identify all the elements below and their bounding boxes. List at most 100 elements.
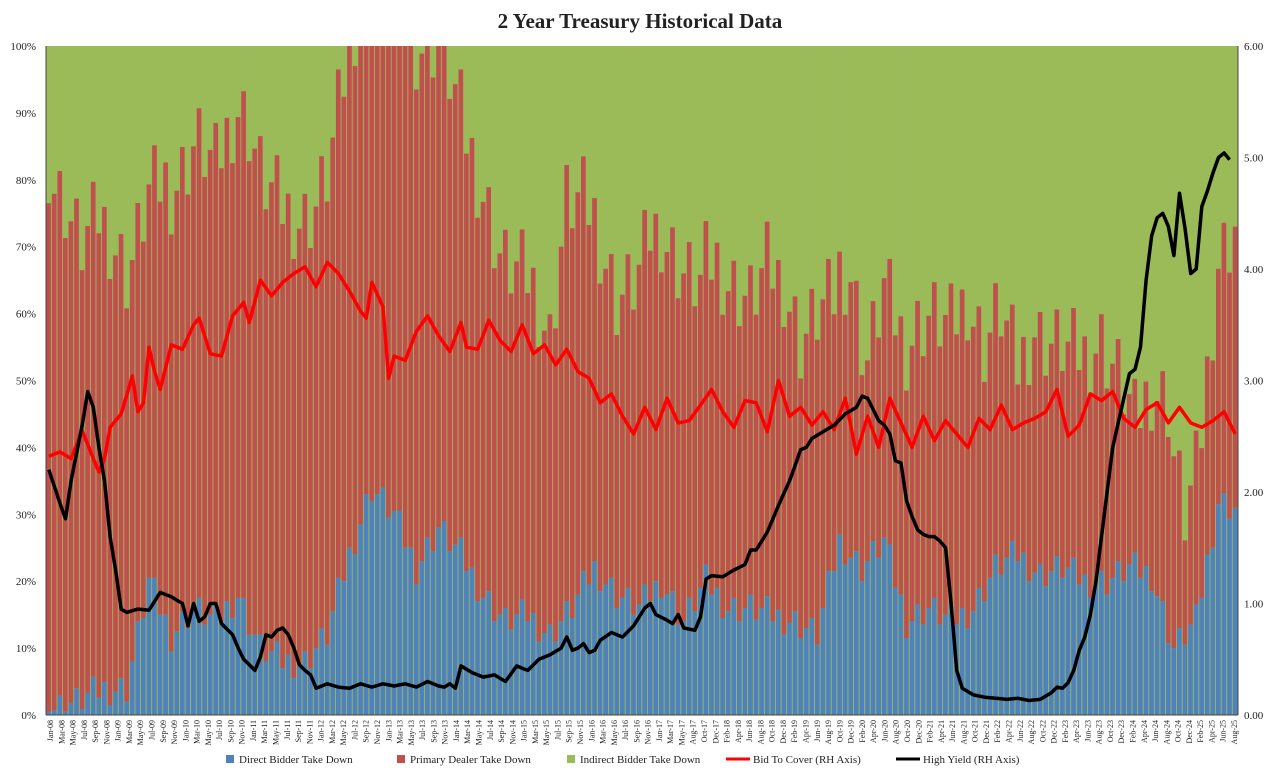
- bar-indirect: [764, 46, 770, 222]
- bar-dealer: [770, 288, 776, 622]
- bar-direct: [870, 541, 876, 715]
- bar-direct: [152, 577, 157, 715]
- bar-indirect: [943, 46, 948, 315]
- bar-dealer: [469, 137, 475, 568]
- bar-dealer: [79, 270, 85, 709]
- x-tick-label: Aug-20: [892, 720, 901, 744]
- bar-direct: [731, 597, 737, 715]
- bar-indirect: [519, 46, 525, 230]
- left-tick-label: 60%: [16, 309, 36, 321]
- bar-direct: [291, 678, 297, 715]
- bar-dealer: [196, 108, 202, 598]
- bar-dealer: [926, 315, 932, 608]
- bar-dealer: [397, 46, 402, 511]
- bar-direct: [79, 708, 85, 715]
- bar-indirect: [1210, 46, 1216, 361]
- bar-direct: [1054, 556, 1060, 715]
- bar-dealer: [1099, 314, 1104, 572]
- legend-swatch: [397, 755, 405, 763]
- bar-indirect: [703, 46, 709, 222]
- x-tick-label: Jun-18: [745, 720, 754, 742]
- bar-direct: [720, 617, 725, 715]
- bar-direct: [90, 676, 96, 715]
- bar-dealer: [129, 260, 135, 662]
- bar-direct: [1099, 571, 1104, 715]
- bar-direct: [497, 614, 503, 715]
- bar-direct: [419, 561, 425, 715]
- bar-direct: [1193, 604, 1199, 715]
- bar-direct: [57, 695, 63, 715]
- bar-dealer: [536, 347, 542, 642]
- bar-dealer: [157, 201, 163, 615]
- bar-dealer: [475, 217, 480, 602]
- bar-indirect: [252, 46, 258, 149]
- x-tick-label: May-15: [542, 720, 551, 745]
- bar-indirect: [887, 46, 893, 259]
- bar-dealer: [1221, 222, 1227, 494]
- bar-dealer: [436, 46, 441, 528]
- bar-indirect: [775, 46, 781, 260]
- x-tick-label: Oct-19: [835, 720, 844, 742]
- bar-indirect: [720, 46, 725, 315]
- bar-indirect: [185, 46, 191, 195]
- bar-dealer: [163, 162, 168, 615]
- bar-indirect: [686, 46, 692, 243]
- bar-dealer: [748, 265, 753, 595]
- x-tick-label: Jun-22: [1016, 720, 1025, 742]
- bar-indirect: [107, 46, 113, 280]
- bar-indirect: [269, 46, 274, 183]
- legend-label: Direct Bidder Take Down: [239, 754, 353, 766]
- x-tick-label: Nov-08: [102, 720, 111, 744]
- bar-indirect: [464, 46, 469, 154]
- bar-direct: [263, 661, 269, 715]
- bar-direct: [1087, 597, 1093, 715]
- bar-direct: [202, 624, 207, 715]
- bar-dealer: [1188, 485, 1193, 625]
- bar-direct: [781, 634, 787, 715]
- bar-direct: [230, 617, 235, 715]
- bar-dealer: [987, 332, 993, 578]
- bar-dealer: [1177, 450, 1182, 629]
- bar-indirect: [1138, 46, 1143, 428]
- bar-dealer: [1087, 392, 1093, 598]
- bar-dealer: [814, 339, 820, 645]
- bar-direct: [480, 597, 486, 715]
- bar-dealer: [335, 69, 341, 578]
- bar-indirect: [1004, 46, 1010, 321]
- bar-dealer: [959, 289, 965, 608]
- bar-indirect: [341, 46, 347, 97]
- bar-dealer: [943, 314, 948, 615]
- bar-direct: [1048, 571, 1054, 715]
- x-tick-label: Aug-23: [1095, 720, 1104, 744]
- bar-indirect: [831, 46, 837, 315]
- bar-direct: [285, 654, 291, 715]
- bar-dealer: [948, 283, 954, 605]
- bar-dealer: [207, 149, 213, 615]
- bar-dealer: [1032, 337, 1037, 573]
- bar-direct: [698, 587, 703, 715]
- bar-dealer: [798, 378, 803, 639]
- bar-direct: [347, 547, 352, 715]
- bar-dealer: [564, 165, 569, 602]
- x-tick-label: Sep-15: [565, 720, 574, 743]
- bar-direct: [670, 591, 675, 715]
- x-tick-label: Mar-11: [260, 720, 269, 744]
- legend-label: Bid To Cover (RH Axis): [753, 754, 861, 766]
- bar-indirect: [553, 46, 558, 329]
- bar-direct: [575, 594, 581, 715]
- bar-indirect: [124, 46, 129, 309]
- bar-direct: [146, 577, 152, 715]
- bar-direct: [993, 554, 998, 715]
- bar-dealer: [569, 228, 575, 618]
- bar-dealer: [491, 268, 497, 622]
- bar-indirect: [146, 46, 152, 185]
- bar-direct: [503, 607, 508, 715]
- left-tick-label: 40%: [16, 442, 36, 454]
- bar-direct: [1165, 643, 1171, 715]
- bar-indirect: [74, 46, 79, 199]
- bar-indirect: [714, 46, 720, 243]
- bar-dealer: [920, 356, 926, 625]
- bar-dealer: [631, 309, 636, 615]
- bar-direct: [296, 664, 302, 715]
- bar-indirect: [597, 46, 603, 284]
